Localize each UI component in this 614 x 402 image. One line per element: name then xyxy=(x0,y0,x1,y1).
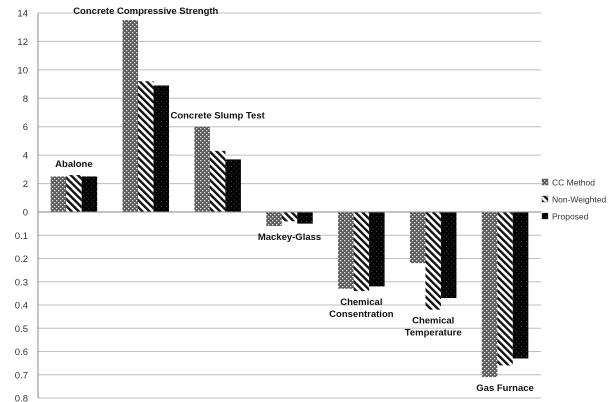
bar-cc-method xyxy=(266,212,282,226)
gridlines xyxy=(38,12,541,399)
y-tick-label: 0.2 xyxy=(15,254,28,265)
category-label: Mackey-Glass xyxy=(258,232,321,243)
bar-proposed xyxy=(369,212,385,287)
bar-non-weighted xyxy=(138,81,154,212)
y-tick-label: 0.1 xyxy=(15,231,28,242)
y-tick-label: 0.3 xyxy=(15,277,28,288)
y-tick-label: 6 xyxy=(23,122,28,133)
bar-non-weighted xyxy=(209,150,226,212)
bar-cc-method xyxy=(481,212,498,378)
bar-proposed xyxy=(81,176,98,212)
y-tick-label: 10 xyxy=(17,65,28,76)
y-tick-label: 8 xyxy=(23,94,28,105)
y-tick-label: 0 xyxy=(23,208,28,219)
bar-non-weighted xyxy=(497,212,513,366)
y-tick-label: 0.6 xyxy=(15,347,28,358)
legend: CC Method Non-Weighted Proposed xyxy=(541,178,606,222)
bar-cc-method xyxy=(409,212,426,264)
bar-proposed xyxy=(153,85,170,212)
category-label: Concrete Slump Test xyxy=(170,111,265,122)
bar-cc-method xyxy=(122,20,139,212)
legend-swatch xyxy=(541,212,549,220)
category-label: Gas Furnace xyxy=(476,383,534,394)
bar-proposed xyxy=(297,212,313,224)
category-label: Temperature xyxy=(405,328,462,339)
category-label: Concrete Compressive Strength xyxy=(73,6,218,17)
category-label: Chemical xyxy=(412,316,454,327)
legend-swatch xyxy=(541,178,549,186)
bar-proposed xyxy=(440,212,457,299)
bar-non-weighted xyxy=(353,212,370,292)
category-label: Abalone xyxy=(55,159,92,170)
y-tick-label: 2 xyxy=(23,179,28,190)
y-tick-label: 4 xyxy=(23,151,28,162)
bar-non-weighted xyxy=(66,175,82,212)
y-tick-label: 0.8 xyxy=(15,394,28,402)
bar-proposed xyxy=(512,212,529,359)
bar-cc-method xyxy=(338,212,354,289)
bars xyxy=(50,20,529,378)
bar-cc-method xyxy=(194,126,210,212)
y-tick-label: 0.7 xyxy=(15,370,28,381)
y-tick-label: 0.4 xyxy=(15,301,28,312)
bar-non-weighted xyxy=(425,212,441,310)
legend-label: CC Method xyxy=(552,178,595,188)
axis: 0 2 4 6 8 10 12 14 0.1 0.2 0.3 0.4 0.5 0.6 0.7 0.8 xyxy=(15,9,541,402)
category-label: Consentration xyxy=(329,309,394,320)
y-tick-label: 0.5 xyxy=(15,324,28,335)
category-label: Chemical xyxy=(340,297,382,308)
bar-cc-method xyxy=(50,176,67,212)
y-tick-label: 14 xyxy=(17,9,28,20)
legend-label: Proposed xyxy=(552,212,589,222)
bar-non-weighted xyxy=(281,212,298,222)
legend-swatch xyxy=(541,195,549,203)
annotations: Abalone Concrete Compressive Strength Conc… xyxy=(55,6,534,394)
bar-proposed xyxy=(225,159,241,212)
y-tick-label: 12 xyxy=(17,37,28,48)
legend-label: Non-Weighted xyxy=(552,195,606,205)
